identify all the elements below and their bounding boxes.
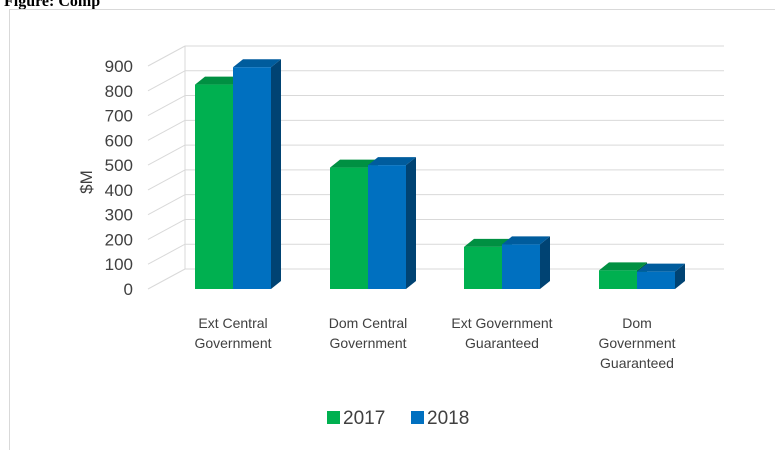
gridline-depth [147, 70, 186, 92]
y-tick-label: 500 [105, 156, 133, 175]
bar-top [637, 263, 685, 272]
y-tick-label: 600 [105, 131, 133, 150]
bar-2018-1 [368, 157, 416, 289]
gridline-depth [147, 194, 186, 216]
gridline-depth [147, 95, 186, 116]
bar-front [330, 167, 368, 289]
bar-2018-2 [502, 236, 550, 289]
gridline-depth [147, 268, 186, 290]
legend-swatch-2017 [327, 411, 340, 424]
x-category-label-line: Government [329, 335, 406, 351]
bars [195, 59, 685, 289]
x-category-label: Ext Central Government [194, 315, 271, 351]
bar-front [502, 244, 540, 289]
y-tick-label: 800 [105, 82, 133, 101]
figure-heading: Figure: Comp [4, 0, 101, 10]
gridline-depth [147, 144, 186, 166]
y-tick-label: 900 [105, 57, 133, 76]
bar-side [271, 59, 281, 289]
legend: 2017 2018 [327, 408, 469, 429]
chart-frame [9, 9, 775, 450]
legend-label-2018: 2018 [427, 408, 469, 429]
y-tick-label: 0 [124, 280, 133, 299]
bar-front [195, 84, 233, 289]
x-category-label-line: Guaranteed [465, 335, 539, 351]
bar-2018-0 [233, 59, 281, 289]
y-tick-label: 100 [105, 255, 133, 274]
bar-front [637, 271, 675, 289]
bar-side [406, 157, 416, 289]
gridline-depth [147, 243, 186, 265]
x-category-label-line: Guaranteed [600, 355, 674, 371]
y-axis-title: $M [77, 170, 96, 194]
bar-top [233, 59, 281, 68]
y-axis: 0 100 200 300 400 500 600 700 800 900 $M [77, 57, 133, 299]
y-tick-label: 700 [105, 107, 133, 126]
bar-top [502, 236, 550, 245]
x-category-label-line: Dom Central [329, 315, 408, 331]
bar-front [464, 246, 502, 289]
legend-label-2017: 2017 [343, 408, 385, 429]
gridline-depth [147, 45, 186, 67]
bar-front [233, 67, 271, 289]
bar-top [330, 159, 378, 168]
legend-swatch-2018 [411, 411, 424, 424]
bar-top [599, 262, 647, 271]
x-category-label: Dom Government Guaranteed [598, 315, 675, 371]
bar-front [368, 165, 406, 289]
bar-side [540, 236, 550, 289]
y-tick-label: 300 [105, 206, 133, 225]
x-category-label: Ext Government Guaranteed [451, 315, 552, 351]
x-category-label-line: Ext Central [198, 315, 267, 331]
x-category-label: Dom Central Government [329, 315, 408, 351]
x-category-label-line: Dom [622, 315, 652, 331]
gridline-depth [147, 169, 186, 191]
bar-top [195, 76, 243, 85]
y-tick-label: 400 [105, 181, 133, 200]
x-category-label-line: Government [194, 335, 271, 351]
x-category-label-line: Government [598, 335, 675, 351]
x-axis: Ext Central Government Dom Central Governme… [194, 315, 675, 371]
bar-top [368, 157, 416, 166]
bar-side [675, 263, 685, 289]
y-tick-label: 200 [105, 230, 133, 249]
x-category-label-line: Ext Government [451, 315, 552, 331]
gridline-depth [147, 119, 186, 141]
bar-2018-3 [637, 263, 685, 289]
bar-front [599, 270, 637, 289]
bar-top [464, 238, 512, 247]
gridline-depth [147, 219, 186, 240]
